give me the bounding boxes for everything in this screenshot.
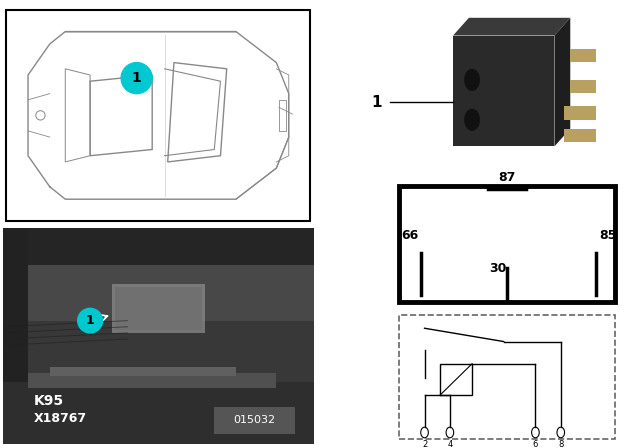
Bar [3, 228, 28, 444]
Bar [115, 287, 202, 330]
Polygon shape [453, 18, 570, 35]
Circle shape [464, 69, 480, 91]
Circle shape [121, 63, 152, 94]
Text: X18767: X18767 [35, 413, 88, 426]
Bar [3, 265, 314, 321]
Bar [440, 364, 472, 395]
Text: 2: 2 [422, 440, 427, 448]
Polygon shape [554, 18, 570, 146]
Bar [399, 315, 614, 439]
Bar [28, 373, 276, 388]
Bar [453, 35, 554, 146]
Bar [112, 284, 205, 333]
Text: 4: 4 [447, 440, 452, 448]
FancyArrowPatch shape [279, 107, 292, 114]
Bar [570, 80, 596, 93]
Bar [3, 228, 314, 275]
Text: 6: 6 [532, 440, 538, 448]
Bar [214, 407, 295, 434]
Bar [280, 100, 285, 131]
Text: 66: 66 [401, 228, 418, 241]
Bar [564, 107, 596, 120]
Circle shape [464, 109, 480, 131]
Text: 1: 1 [86, 314, 95, 327]
Text: 8: 8 [558, 440, 563, 448]
Bar [50, 367, 236, 376]
Bar [399, 186, 614, 302]
Text: 30: 30 [490, 262, 507, 275]
Text: K95: K95 [35, 393, 65, 408]
Text: 85: 85 [599, 228, 616, 241]
Text: 1: 1 [132, 71, 141, 85]
Text: 87: 87 [498, 171, 516, 184]
Text: 1: 1 [372, 95, 382, 110]
Text: 015032: 015032 [234, 415, 276, 426]
Circle shape [77, 308, 102, 333]
Bar [564, 129, 596, 142]
Bar [3, 382, 314, 444]
Bar [570, 49, 596, 62]
